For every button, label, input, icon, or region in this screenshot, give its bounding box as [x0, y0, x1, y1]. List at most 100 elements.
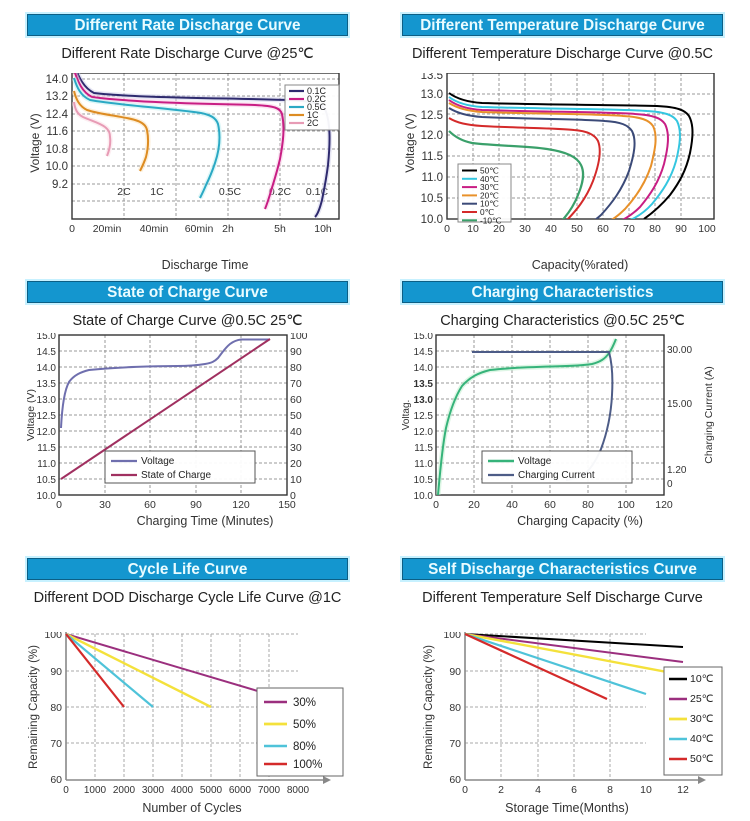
svg-text:5000: 5000 — [200, 785, 223, 796]
svg-text:11.0: 11.0 — [37, 459, 56, 470]
svg-text:Charging Current: Charging Current — [518, 470, 595, 481]
svg-text:13.5: 13.5 — [414, 379, 434, 390]
svg-text:7000: 7000 — [258, 785, 281, 796]
svg-text:2h: 2h — [222, 223, 234, 235]
svg-text:12: 12 — [677, 784, 689, 796]
svg-text:40℃: 40℃ — [690, 733, 714, 745]
svg-text:12.5: 12.5 — [37, 411, 57, 422]
svg-text:60: 60 — [544, 499, 556, 511]
svg-text:15.0: 15.0 — [37, 333, 57, 342]
svg-text:11.0: 11.0 — [414, 459, 433, 470]
svg-text:60: 60 — [597, 223, 609, 235]
svg-text:2C: 2C — [307, 118, 319, 128]
svg-text:30.00: 30.00 — [667, 345, 692, 356]
svg-text:3000: 3000 — [142, 785, 165, 796]
svg-text:90: 90 — [675, 223, 687, 235]
svg-text:Charging Time (Minutes): Charging Time (Minutes) — [137, 514, 274, 528]
svg-text:13.0: 13.0 — [421, 89, 443, 101]
svg-text:2000: 2000 — [113, 785, 136, 796]
svg-text:10: 10 — [467, 223, 479, 235]
svg-text:1C: 1C — [150, 186, 164, 198]
svg-text:0: 0 — [462, 784, 468, 796]
svg-text:14.5: 14.5 — [37, 347, 57, 358]
svg-text:30: 30 — [290, 442, 302, 454]
svg-text:10: 10 — [640, 784, 652, 796]
svg-text:60: 60 — [290, 394, 302, 406]
svg-text:80: 80 — [50, 702, 62, 714]
svg-text:60: 60 — [449, 774, 461, 786]
svg-text:150: 150 — [278, 499, 296, 511]
svg-text:90: 90 — [190, 499, 202, 511]
svg-text:25℃: 25℃ — [690, 693, 714, 705]
svg-text:0: 0 — [56, 499, 62, 511]
svg-text:80: 80 — [449, 702, 461, 714]
svg-text:14.5: 14.5 — [414, 347, 434, 358]
svg-text:10℃: 10℃ — [690, 673, 714, 685]
svg-text:10h: 10h — [314, 223, 332, 235]
svg-text:13.2: 13.2 — [46, 91, 68, 103]
svg-text:5h: 5h — [274, 223, 286, 235]
svg-text:2: 2 — [498, 784, 504, 796]
svg-text:14.0: 14.0 — [414, 363, 434, 374]
svg-text:90: 90 — [290, 346, 302, 358]
svg-text:13.0: 13.0 — [414, 395, 434, 406]
svg-text:10.5: 10.5 — [37, 475, 57, 486]
svg-text:20: 20 — [290, 458, 302, 470]
svg-text:Voltage (V): Voltage (V) — [27, 389, 37, 441]
svg-text:80%: 80% — [293, 741, 316, 753]
svg-text:40min: 40min — [140, 223, 169, 235]
svg-text:50%: 50% — [293, 719, 316, 731]
svg-text:10.5: 10.5 — [414, 475, 434, 486]
svg-text:30: 30 — [99, 499, 111, 511]
svg-text:1000: 1000 — [84, 785, 107, 796]
svg-text:50℃: 50℃ — [690, 753, 714, 765]
svg-text:11.6: 11.6 — [46, 126, 68, 138]
svg-text:12.4: 12.4 — [46, 109, 69, 121]
svg-text:0: 0 — [63, 785, 69, 796]
svg-text:Voltag.: Voltag. — [402, 400, 412, 431]
svg-text:100: 100 — [698, 223, 716, 235]
svg-text:10.0: 10.0 — [37, 491, 57, 502]
svg-text:10: 10 — [290, 474, 302, 486]
svg-text:Charging Current (A): Charging Current (A) — [703, 366, 715, 463]
svg-text:Remaining Capacity (%): Remaining Capacity (%) — [28, 645, 40, 769]
svg-text:Voltage (V): Voltage (V) — [403, 113, 417, 172]
svg-text:15.00: 15.00 — [667, 399, 692, 410]
svg-text:Capacity(%rated): Capacity(%rated) — [532, 258, 629, 272]
svg-text:20min: 20min — [93, 223, 122, 235]
svg-text:2C: 2C — [117, 186, 131, 198]
svg-text:13.5: 13.5 — [37, 379, 57, 390]
svg-text:50: 50 — [571, 223, 583, 235]
svg-text:Charging Capacity (%): Charging Capacity (%) — [517, 514, 643, 528]
svg-text:11.5: 11.5 — [421, 151, 443, 163]
svg-text:Number of Cycles: Number of Cycles — [142, 801, 241, 815]
svg-text:12.5: 12.5 — [414, 411, 434, 422]
svg-text:90: 90 — [449, 666, 461, 678]
svg-text:50: 50 — [290, 410, 302, 422]
svg-text:10.0: 10.0 — [46, 161, 68, 173]
svg-text:13.5: 13.5 — [421, 73, 443, 82]
svg-text:70: 70 — [449, 738, 461, 750]
svg-text:60: 60 — [144, 499, 156, 511]
svg-text:120: 120 — [655, 499, 673, 511]
svg-text:0: 0 — [444, 223, 450, 235]
svg-text:9.2: 9.2 — [52, 179, 68, 191]
svg-text:14.0: 14.0 — [37, 363, 57, 374]
svg-text:11.0: 11.0 — [421, 172, 443, 184]
svg-text:4000: 4000 — [171, 785, 194, 796]
svg-text:Voltage (V): Voltage (V) — [28, 113, 42, 172]
svg-text:40: 40 — [506, 499, 518, 511]
svg-text:0: 0 — [667, 479, 673, 490]
svg-text:80: 80 — [649, 223, 661, 235]
svg-text:30%: 30% — [293, 697, 316, 709]
svg-text:10.0: 10.0 — [414, 491, 434, 502]
svg-text:10.5: 10.5 — [421, 193, 443, 205]
svg-text:10.0: 10.0 — [421, 214, 443, 226]
svg-text:11.5: 11.5 — [414, 443, 433, 454]
svg-text:60min: 60min — [185, 223, 214, 235]
svg-text:0: 0 — [69, 223, 75, 235]
svg-text:12.0: 12.0 — [414, 427, 434, 438]
svg-text:Storage Time(Months): Storage Time(Months) — [505, 801, 629, 815]
svg-text:8000: 8000 — [287, 785, 310, 796]
svg-text:1.20: 1.20 — [667, 465, 687, 476]
